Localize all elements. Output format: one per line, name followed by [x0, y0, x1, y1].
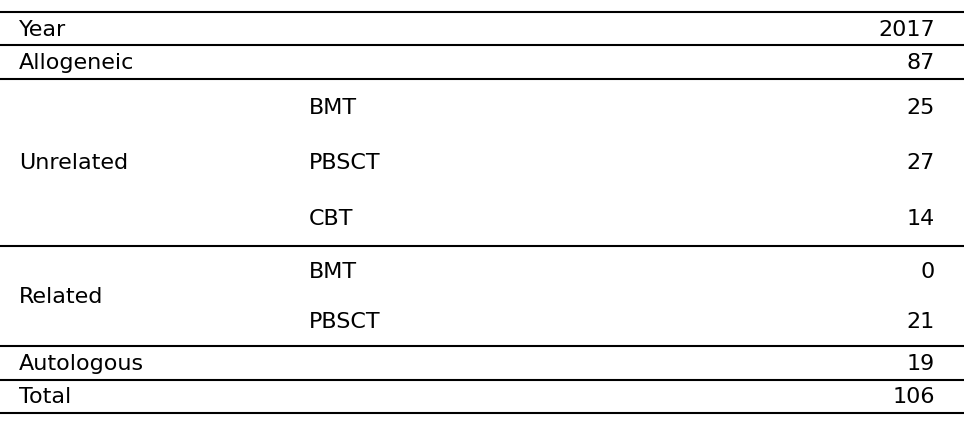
- Text: 27: 27: [907, 153, 935, 173]
- Text: Allogeneic: Allogeneic: [19, 53, 135, 73]
- Text: PBSCT: PBSCT: [308, 311, 380, 331]
- Text: BMT: BMT: [308, 262, 357, 282]
- Text: PBSCT: PBSCT: [308, 153, 380, 173]
- Text: 19: 19: [907, 353, 935, 373]
- Text: 106: 106: [893, 386, 935, 406]
- Text: 87: 87: [907, 53, 935, 73]
- Text: 0: 0: [921, 262, 935, 282]
- Text: 25: 25: [907, 98, 935, 117]
- Text: Year: Year: [19, 20, 67, 40]
- Text: Unrelated: Unrelated: [19, 153, 128, 173]
- Text: 2017: 2017: [878, 20, 935, 40]
- Text: Total: Total: [19, 386, 71, 406]
- Text: Related: Related: [19, 286, 104, 306]
- Text: Autologous: Autologous: [19, 353, 145, 373]
- Text: CBT: CBT: [308, 209, 353, 228]
- Text: 21: 21: [907, 311, 935, 331]
- Text: BMT: BMT: [308, 98, 357, 117]
- Text: 14: 14: [907, 209, 935, 228]
